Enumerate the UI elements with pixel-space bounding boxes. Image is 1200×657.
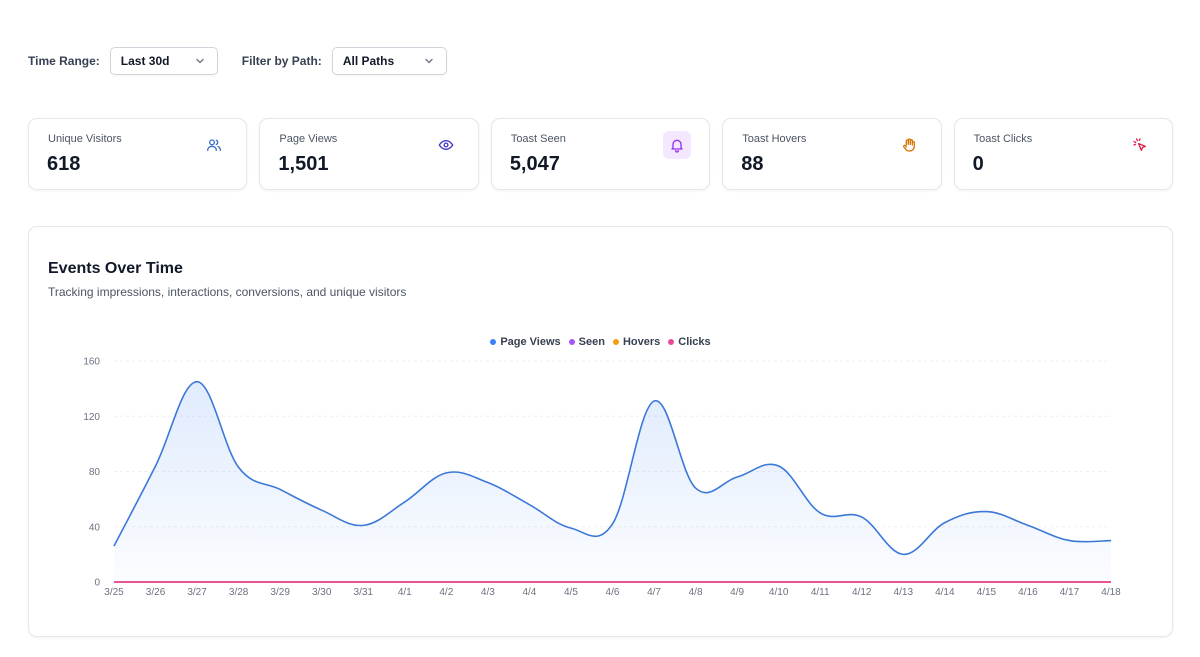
x-tick-label: 4/1 [398, 587, 412, 598]
legend-dot [612, 339, 619, 345]
bell-icon [663, 131, 692, 159]
x-tick-label: 4/12 [852, 587, 872, 598]
stat-card-label: Page Views [279, 133, 338, 145]
time-range-select[interactable]: Last 30d [109, 47, 218, 75]
series-area-page-views [114, 381, 1111, 582]
chart-title: Events Over Time [48, 260, 183, 277]
time-range-label: Time Range: [28, 54, 100, 68]
stat-card-page-views: Page Views 1,501 [259, 118, 479, 190]
events-chart: 0 40 80 120 160 3/25 3/26 3/27 3/28 3/29 3/30 3/31 4… [83, 357, 1121, 599]
path-filter-label: Filter by Path: [241, 54, 322, 68]
stat-card-label: Toast Seen [510, 133, 566, 145]
stat-cards: Unique Visitors 618 Page Views 1,501 Toa… [28, 118, 1174, 190]
x-tick-label: 3/28 [229, 587, 249, 598]
cursor-click-icon [1126, 131, 1154, 159]
x-tick-label: 4/14 [935, 587, 955, 598]
legend-dot [490, 339, 497, 345]
x-tick-label: 3/30 [312, 587, 332, 598]
y-tick-label: 120 [83, 412, 100, 423]
x-tick-label: 3/29 [270, 587, 290, 598]
users-icon [200, 131, 228, 159]
x-tick-label: 4/16 [1018, 587, 1038, 598]
legend-item-seen[interactable]: Seen [568, 336, 605, 348]
hand-icon [895, 131, 923, 159]
stat-card-value: 5,047 [509, 153, 560, 175]
legend-dot [668, 339, 675, 345]
x-tick-label: 4/15 [977, 587, 997, 598]
x-tick-label: 4/5 [564, 587, 578, 598]
legend-item-page-views[interactable]: Page Views [490, 336, 561, 348]
x-tick-label: 4/4 [522, 587, 536, 598]
chart-legend: Page Views Seen Hovers Clicks [29, 336, 1172, 348]
x-tick-label: 4/9 [730, 587, 744, 598]
x-tick-label: 4/7 [647, 587, 661, 598]
legend-label: Page Views [500, 336, 561, 348]
stat-card-toast-seen: Toast Seen 5,047 [490, 118, 711, 190]
y-tick-label: 80 [89, 467, 101, 478]
legend-item-hovers[interactable]: Hovers [612, 336, 661, 348]
x-tick-label: 3/27 [187, 587, 207, 598]
x-tick-label: 4/3 [481, 587, 495, 598]
stat-card-value: 88 [741, 153, 764, 175]
x-tick-label: 3/26 [146, 587, 166, 598]
chevron-down-icon [196, 58, 204, 64]
x-tick-label: 4/2 [439, 587, 453, 598]
y-tick-label: 40 [89, 522, 101, 533]
legend-label: Seen [578, 336, 605, 348]
events-chart-card: Events Over Time Tracking impressions, i… [28, 226, 1173, 637]
stat-card-toast-clicks: Toast Clicks 0 [953, 118, 1174, 190]
filters-bar: Time Range: Last 30d Filter by Path: All… [28, 47, 447, 75]
stat-card-label: Toast Hovers [742, 133, 807, 145]
legend-label: Hovers [622, 336, 661, 348]
path-filter-select[interactable]: All Paths [331, 47, 447, 75]
eye-icon [432, 131, 460, 159]
stat-card-unique-visitors: Unique Visitors 618 [28, 118, 248, 190]
stat-card-label: Unique Visitors [48, 133, 122, 145]
x-tick-label: 3/31 [354, 587, 374, 598]
stat-card-value: 0 [972, 153, 984, 175]
legend-dot [568, 339, 575, 345]
chart-subtitle: Tracking impressions, interactions, conv… [48, 285, 407, 299]
stat-card-value: 618 [47, 153, 81, 175]
legend-item-clicks[interactable]: Clicks [668, 336, 711, 348]
time-range-value: Last 30d [120, 54, 170, 68]
x-tick-label: 4/18 [1101, 587, 1121, 598]
series-line-page-views [113, 380, 1112, 556]
y-tick-label: 0 [94, 578, 100, 589]
x-tick-label: 4/17 [1060, 587, 1080, 598]
stat-card-toast-hovers: Toast Hovers 88 [722, 118, 942, 190]
legend-label: Clicks [678, 336, 711, 348]
x-tick-label: 4/10 [769, 587, 789, 598]
stat-card-label: Toast Clicks [973, 133, 1033, 145]
x-tick-label: 4/13 [894, 587, 914, 598]
x-tick-label: 3/25 [104, 587, 124, 598]
x-tick-label: 4/11 [811, 587, 830, 598]
stat-card-value: 1,501 [278, 153, 329, 175]
x-tick-label: 4/8 [689, 587, 703, 598]
chevron-down-icon [425, 58, 433, 64]
y-tick-label: 160 [83, 357, 100, 368]
path-filter-value: All Paths [342, 54, 395, 68]
x-tick-label: 4/6 [606, 587, 620, 598]
